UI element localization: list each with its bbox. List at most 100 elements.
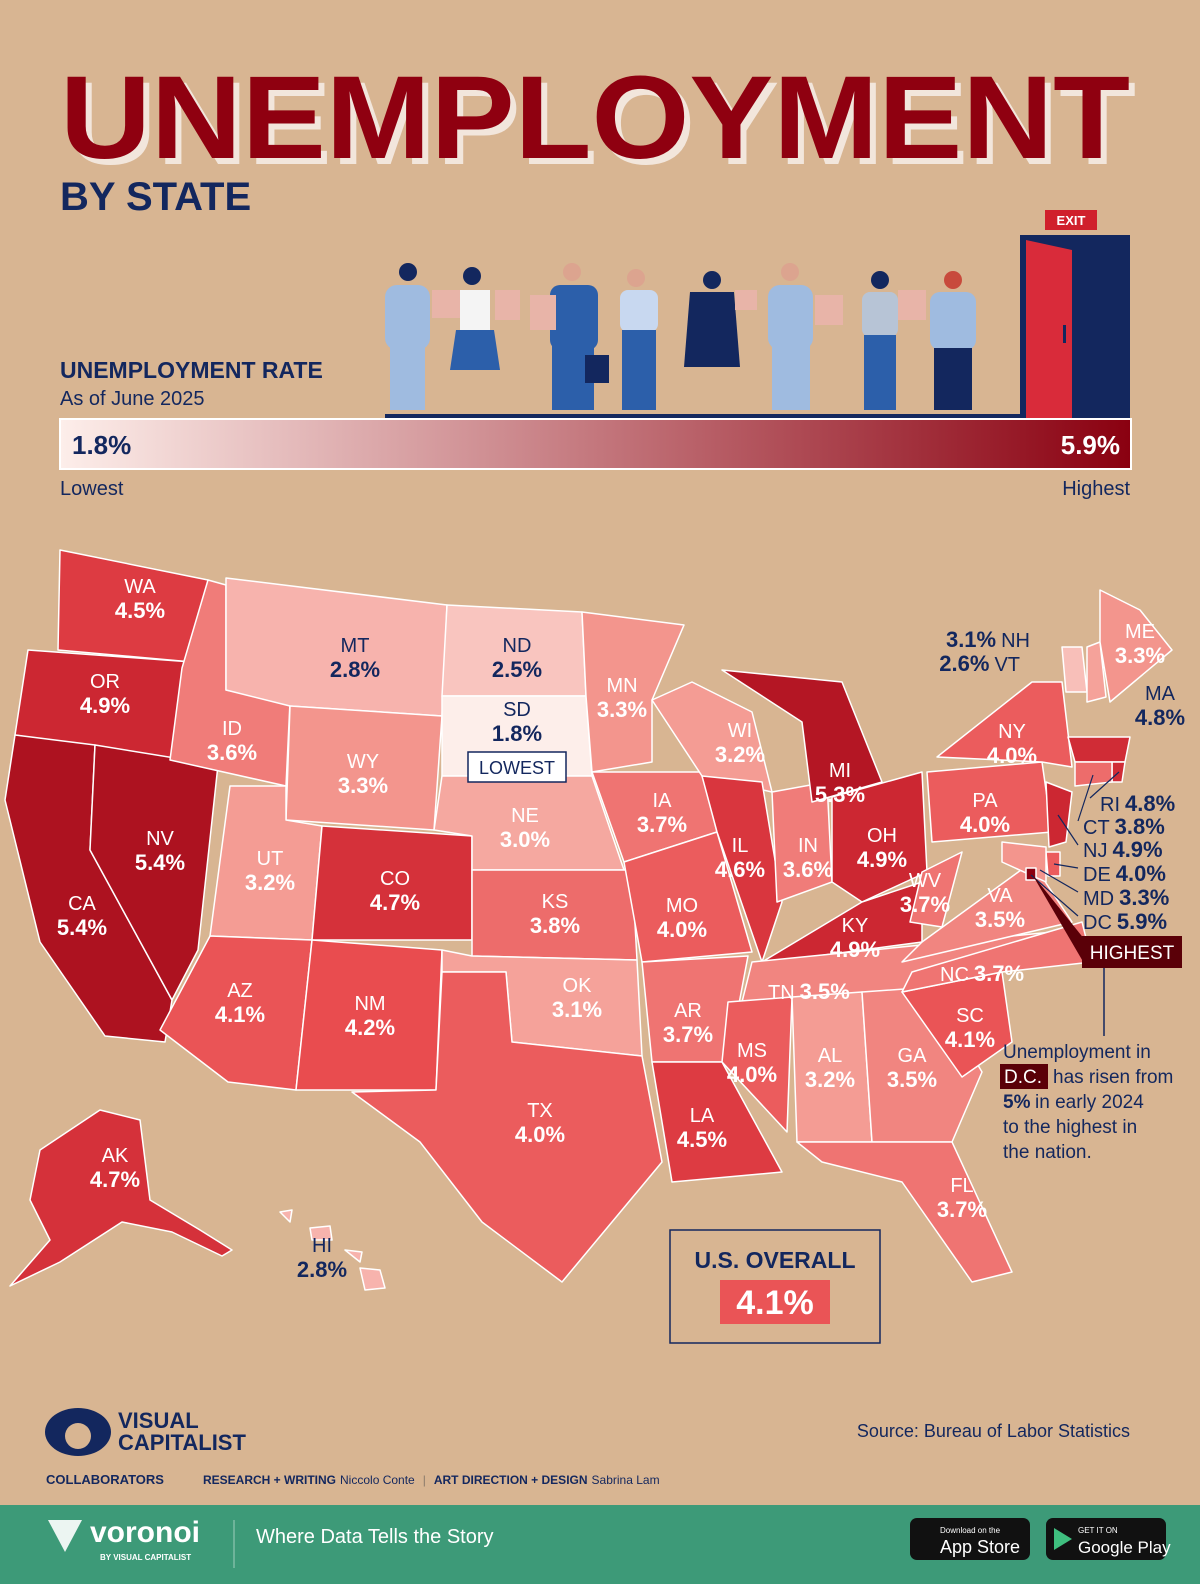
state-label: RI 4.8% bbox=[1100, 791, 1175, 816]
state-abbr: NE bbox=[511, 805, 539, 827]
state-abbr: SC bbox=[956, 1005, 984, 1027]
vc-logo bbox=[45, 1408, 111, 1456]
state-label: 3.1% NH bbox=[946, 627, 1030, 652]
state-value: 3.7% bbox=[637, 812, 687, 837]
state bbox=[721, 669, 883, 803]
state-value: 3.0% bbox=[500, 827, 550, 852]
state-value: 3.2% bbox=[805, 1067, 855, 1092]
state bbox=[701, 775, 783, 963]
state bbox=[225, 577, 448, 717]
state-abbr: IL bbox=[732, 835, 749, 857]
state-label: TN 3.5% bbox=[768, 979, 850, 1004]
app-store-button[interactable]: Download on the App Store bbox=[910, 1518, 1030, 1560]
voronoi-logo bbox=[48, 1520, 82, 1552]
button-small-text: GET IT ON bbox=[1078, 1526, 1118, 1535]
state bbox=[1045, 851, 1061, 877]
state-abbr: VA bbox=[987, 885, 1013, 907]
leader-line bbox=[1039, 869, 1079, 893]
state-value: 4.7% bbox=[370, 890, 420, 915]
state-abbr: AK bbox=[102, 1145, 129, 1167]
state-abbr: IA bbox=[653, 790, 673, 812]
credit: RESEARCH + WRITING Niccolo Conte | ART DIRE… bbox=[203, 1473, 660, 1487]
state-value: 3.7% bbox=[663, 1022, 713, 1047]
state-abbr: NC bbox=[940, 964, 969, 986]
state-abbr: ME bbox=[1125, 621, 1155, 643]
exit-sign: EXIT bbox=[1057, 213, 1086, 228]
state-value: 4.5% bbox=[115, 598, 165, 623]
state-value: 1.8% bbox=[492, 721, 542, 746]
state-abbr: MA bbox=[1145, 683, 1176, 705]
state-abbr: PA bbox=[972, 790, 998, 812]
state bbox=[159, 935, 313, 1091]
state-abbr: NJ bbox=[1083, 840, 1107, 862]
leader-line bbox=[1057, 814, 1079, 846]
state-value: 2.5% bbox=[492, 657, 542, 682]
leader-line bbox=[1089, 771, 1120, 799]
leader-line bbox=[1077, 774, 1094, 822]
state-abbr: WI bbox=[728, 720, 752, 742]
highest-callout: HIGHEST bbox=[1090, 943, 1175, 964]
state-abbr: MS bbox=[737, 1040, 767, 1062]
state-value: 5.4% bbox=[57, 915, 107, 940]
state-value: 4.0% bbox=[657, 917, 707, 942]
legend-min-label: 1.8% bbox=[72, 430, 131, 460]
state bbox=[1099, 589, 1173, 703]
state-abbr: MI bbox=[829, 760, 851, 782]
state-abbr: WV bbox=[909, 870, 942, 892]
state bbox=[651, 681, 773, 793]
state-value: 4.9% bbox=[830, 937, 880, 962]
button-text: Google Play bbox=[1078, 1538, 1171, 1557]
state-value: 3.7% bbox=[974, 961, 1024, 986]
legend-subtitle: As of June 2025 bbox=[60, 388, 205, 410]
state-abbr: NM bbox=[354, 993, 385, 1015]
state-abbr: AZ bbox=[227, 980, 253, 1002]
state-value: 2.8% bbox=[330, 657, 380, 682]
state-abbr: UT bbox=[257, 848, 284, 870]
map: WA4.5%OR4.9%CA5.4%NV5.4%ID3.6%MT2.8%WY3.… bbox=[4, 549, 1185, 1291]
state-value: 4.1% bbox=[945, 1027, 995, 1052]
subtitle: BY STATE bbox=[60, 175, 251, 219]
google-play-button[interactable]: GET IT ON Google Play bbox=[1046, 1518, 1171, 1560]
legend-max-caption: Highest bbox=[1062, 478, 1130, 500]
state-value: 3.6% bbox=[783, 857, 833, 882]
state-value: 4.2% bbox=[345, 1015, 395, 1040]
state bbox=[351, 971, 663, 1283]
state-abbr: TX bbox=[527, 1100, 553, 1122]
state-value: 3.3% bbox=[1119, 885, 1169, 910]
state-abbr: MD bbox=[1083, 888, 1114, 910]
state-value: 5.4% bbox=[135, 850, 185, 875]
annotation-text: in early 2024 bbox=[1035, 1092, 1144, 1113]
state-label: NJ 4.9% bbox=[1083, 837, 1163, 862]
source: Source: Bureau of Labor Statistics bbox=[857, 1421, 1130, 1441]
state-abbr: DC bbox=[1083, 912, 1112, 934]
state bbox=[901, 861, 1073, 963]
state-value: 3.3% bbox=[597, 697, 647, 722]
state bbox=[1074, 761, 1113, 787]
state-abbr: VT bbox=[994, 654, 1020, 676]
state bbox=[796, 1141, 1013, 1283]
state-abbr: RI bbox=[1100, 794, 1120, 816]
state bbox=[651, 1061, 783, 1183]
state bbox=[831, 771, 928, 903]
footer-brand[interactable]: voronoi bbox=[90, 1516, 200, 1549]
state-label: CT 3.8% bbox=[1083, 814, 1165, 839]
state-value: 3.3% bbox=[1115, 643, 1165, 668]
state-value: 3.5% bbox=[887, 1067, 937, 1092]
state bbox=[279, 1209, 386, 1291]
state-value: 4.8% bbox=[1135, 705, 1185, 730]
state-value: 3.6% bbox=[207, 740, 257, 765]
state-value: 4.9% bbox=[1112, 837, 1162, 862]
title-shadow: UNEMPLOYMENT bbox=[66, 58, 1136, 190]
annotation-text: to the highest in bbox=[1003, 1117, 1137, 1138]
lowest-callout: LOWEST bbox=[479, 758, 555, 778]
state-value: 4.9% bbox=[857, 847, 907, 872]
state bbox=[721, 996, 793, 1133]
leader-line bbox=[1030, 874, 1079, 917]
state-abbr: WA bbox=[124, 576, 156, 598]
overall-value: 4.1% bbox=[736, 1284, 814, 1322]
state-abbr: NH bbox=[1001, 630, 1030, 652]
state-value: 3.8% bbox=[1115, 814, 1165, 839]
state-abbr: MN bbox=[606, 675, 637, 697]
